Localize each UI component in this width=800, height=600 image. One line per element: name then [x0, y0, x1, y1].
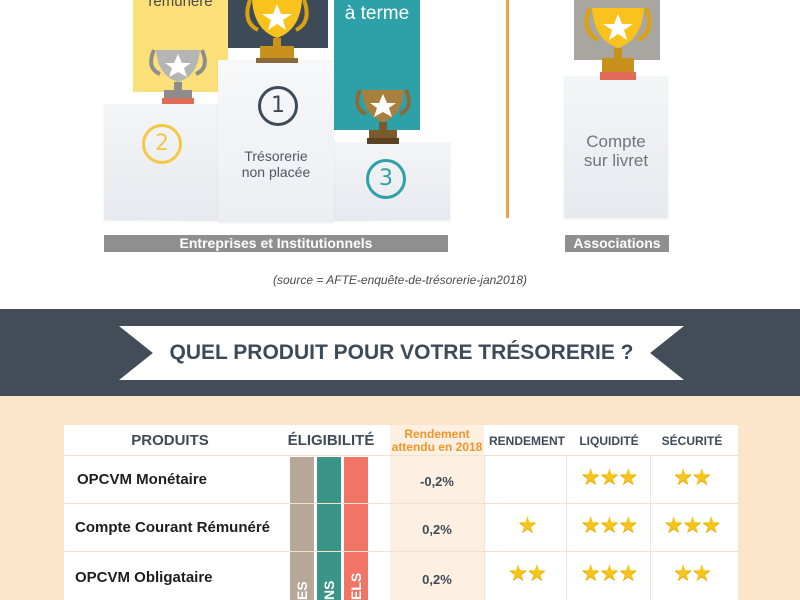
eligibility-text-2: NS: [321, 580, 337, 600]
eligibility-column-companies: ES: [290, 457, 314, 600]
header-liquidite: LIQUIDITÉ: [579, 434, 639, 448]
header-divider: [64, 455, 738, 456]
banner-title: QUEL PRODUIT POUR VOTRE TRÉSORERIE ?: [169, 341, 634, 364]
row-divider: [64, 551, 738, 552]
row-rendement-2018: 0,2%: [422, 572, 452, 587]
securite-stars: ★★: [673, 465, 711, 490]
rank-1-circle: 1: [258, 86, 298, 126]
separator-line: [506, 0, 509, 218]
row-product-name: OPCVM Monétaire: [77, 471, 208, 488]
trophy-silver-icon: [149, 49, 207, 104]
trophy-associations-icon: [584, 7, 652, 80]
liquidite-stars: ★★★: [580, 465, 638, 490]
compte-livret-line2: sur livret: [583, 151, 649, 170]
trophy-gold-icon: [245, 0, 309, 63]
eligibility-column-associations: NS: [317, 457, 341, 600]
row-divider: [64, 503, 738, 504]
header-eligibilite: ÉLIGIBILITÉ: [287, 432, 375, 449]
card-remunere-text: rémunéré: [148, 0, 213, 10]
card-terme-text: à terme: [344, 3, 410, 24]
securite-stars: ★★★: [663, 513, 721, 538]
header-rendement-2018-line2: attendu en 2018: [391, 440, 483, 454]
rank-3-circle: 3: [366, 159, 406, 199]
header-produits: PRODUITS: [131, 432, 209, 449]
securite-stars: ★★: [673, 561, 711, 586]
eligibility-text-1: ES: [294, 581, 310, 600]
group-label-companies: Entreprises et Institutionnels: [104, 235, 448, 252]
tresorerie-label-line1: Trésorerie: [244, 148, 308, 164]
tresorerie-label: Trésorerie non placée: [218, 148, 334, 180]
rendement-2018-column-bg: [390, 425, 484, 600]
rendement-stars: ★★: [508, 561, 546, 586]
row-product-name: OPCVM Obligataire: [75, 569, 213, 586]
column-divider: [566, 455, 567, 600]
group-label-associations: Associations: [565, 235, 669, 252]
title-ribbon: [119, 326, 684, 380]
rendement-stars: ★: [517, 513, 538, 538]
column-divider: [484, 455, 485, 600]
eligibility-column-individuals: ELS: [344, 457, 368, 600]
podium-block-associations: [564, 76, 668, 218]
row-rendement-2018: 0,2%: [422, 522, 452, 537]
header-securite: SÉCURITÉ: [661, 434, 723, 448]
compte-livret-line1: Compte: [586, 132, 646, 151]
header-rendement: RENDEMENT: [488, 434, 565, 448]
column-divider: [650, 455, 651, 600]
podium-block-1: [218, 60, 334, 222]
header-rendement-2018-line1: Rendement: [404, 427, 470, 441]
trophy-bronze-icon: [355, 89, 411, 144]
eligibility-text-3: ELS: [348, 572, 364, 600]
row-product-name: Compte Courant Rémunéré: [75, 519, 271, 536]
liquidite-stars: ★★★: [580, 561, 638, 586]
row-rendement-2018: -0,2%: [420, 474, 454, 489]
rank-2-circle: 2: [142, 124, 182, 164]
source-note: (source = AFTE-enquête-de-trésorerie-jan…: [272, 273, 527, 287]
tresorerie-label-line2: non placée: [241, 164, 311, 180]
liquidite-stars: ★★★: [580, 513, 638, 538]
compte-livret-label: Compte sur livret: [564, 132, 668, 170]
header-rendement-2018: Rendement attendu en 2018: [390, 428, 484, 454]
products-table: [64, 425, 738, 600]
